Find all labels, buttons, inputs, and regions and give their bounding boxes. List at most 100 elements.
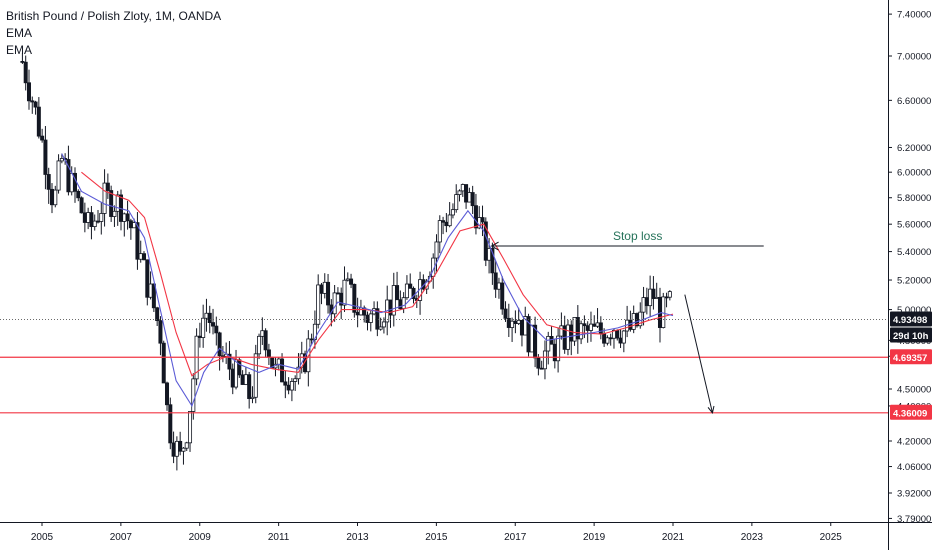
candle-down — [352, 283, 357, 313]
candle-down — [82, 212, 87, 223]
candle-up — [381, 321, 386, 328]
candle-up — [447, 214, 452, 227]
candle-up — [345, 278, 350, 281]
x-tick-label: 2017 — [504, 532, 527, 543]
candle-down — [171, 442, 176, 457]
candle-up — [434, 241, 439, 259]
candle-down — [644, 297, 649, 307]
candle-down — [470, 192, 475, 207]
candle-down — [503, 308, 508, 319]
candle-up — [579, 323, 584, 340]
x-tick-label: 2009 — [189, 532, 212, 543]
current-price-tag-bg — [890, 311, 932, 327]
candle-up — [638, 311, 643, 327]
candle-down — [155, 307, 160, 322]
y-tick-label: 4.50000 — [897, 385, 931, 396]
candle-up — [437, 220, 442, 243]
candle-up — [542, 350, 547, 370]
candle-up — [316, 284, 321, 325]
candle-up — [293, 378, 298, 382]
candle-up — [115, 194, 120, 212]
candle-down — [230, 368, 235, 388]
candle-down — [40, 135, 45, 141]
candle-up — [243, 374, 248, 385]
candle-down — [227, 353, 232, 370]
time-axis-bg — [0, 522, 932, 550]
y-tick-label: 5.20000 — [897, 276, 931, 287]
candle-down — [145, 259, 150, 298]
price-axis-bg — [888, 0, 932, 550]
y-tick-label: 4.06000 — [897, 462, 931, 473]
candle-down — [464, 184, 469, 203]
candle-down — [151, 283, 156, 309]
candle-down — [395, 285, 400, 301]
candle-down — [375, 308, 380, 330]
candle-up — [559, 325, 564, 337]
candle-down — [36, 106, 41, 137]
candle-down — [539, 367, 544, 370]
candle-down — [43, 139, 48, 175]
candle-down — [500, 282, 505, 310]
candle-down — [263, 330, 268, 351]
candle-down — [161, 342, 166, 384]
candle-down — [96, 220, 101, 223]
y-tick-label: 7.00000 — [897, 52, 931, 63]
candle-down — [168, 404, 173, 444]
candle-down — [582, 323, 587, 327]
candles-layer — [20, 52, 672, 471]
candle-up — [661, 296, 666, 328]
y-tick-label: 6.60000 — [897, 96, 931, 107]
candle-down — [615, 329, 620, 339]
candle-down — [76, 190, 81, 199]
candle-down — [142, 253, 147, 261]
candle-up — [132, 222, 137, 229]
candle-up — [391, 285, 396, 316]
candle-down — [207, 312, 212, 323]
candle-up — [260, 330, 265, 337]
candle-down — [178, 440, 183, 452]
x-tick-label: 2021 — [662, 532, 685, 543]
annotation-layer: Stop loss — [490, 229, 764, 414]
candle-down — [490, 248, 495, 274]
candle-up — [588, 323, 593, 331]
y-tick-label: 3.79000 — [897, 514, 931, 525]
ema-layer — [61, 153, 674, 408]
indicator-ema-1[interactable]: EMA — [6, 26, 33, 40]
candle-down — [214, 325, 219, 334]
candle-up — [322, 281, 327, 294]
indicator-ema-2[interactable]: EMA — [6, 43, 33, 57]
symbol-title[interactable]: British Pound / Polish Zloty, 1M, OANDA — [6, 9, 222, 23]
candle-up — [188, 411, 193, 444]
candle-down — [651, 288, 656, 299]
candle-up — [510, 320, 515, 328]
candle-down — [266, 349, 271, 358]
candle-down — [237, 359, 242, 376]
candle-up — [529, 324, 534, 353]
level-tag-1-bg — [890, 349, 932, 365]
candle-down — [536, 357, 541, 369]
forecast-arrow-line[interactable] — [684, 294, 713, 413]
candle-up — [401, 297, 406, 309]
candle-up — [572, 317, 577, 342]
candle-down — [135, 222, 140, 260]
candle-up — [404, 283, 409, 299]
candle-down — [30, 100, 35, 103]
level-tag-2: 4.36009 — [893, 408, 927, 419]
candle-down — [49, 188, 54, 206]
candle-down — [165, 382, 170, 406]
candle-up — [201, 317, 206, 338]
y-tick-label: 5.60000 — [897, 220, 931, 231]
candle-down — [105, 182, 110, 191]
candle-down — [197, 335, 202, 338]
stop-loss-label: Stop loss — [613, 229, 662, 243]
candle-down — [493, 272, 498, 290]
candle-down — [23, 61, 28, 84]
current-price-tag: 4.93498 — [893, 315, 927, 326]
x-tick-label: 2019 — [583, 532, 606, 543]
candle-up — [53, 189, 58, 206]
candle-down — [211, 322, 216, 327]
candle-up — [191, 378, 196, 412]
